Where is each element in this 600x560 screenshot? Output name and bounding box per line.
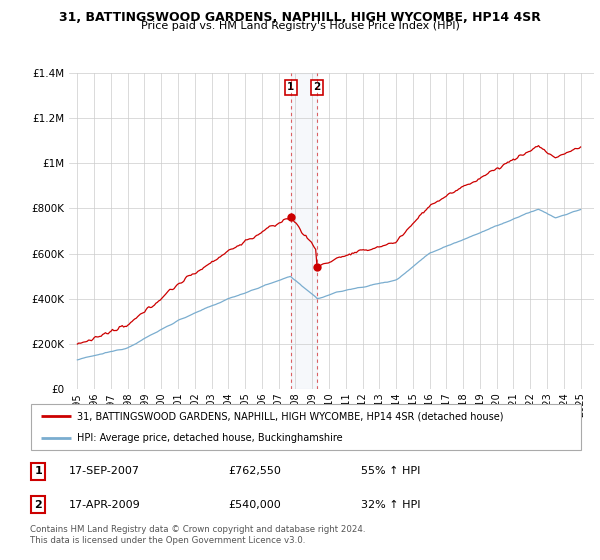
Text: 31, BATTINGSWOOD GARDENS, NAPHILL, HIGH WYCOMBE, HP14 4SR (detached house): 31, BATTINGSWOOD GARDENS, NAPHILL, HIGH … <box>77 411 503 421</box>
Text: 2: 2 <box>34 500 42 510</box>
Text: £762,550: £762,550 <box>229 466 281 476</box>
Text: 31, BATTINGSWOOD GARDENS, NAPHILL, HIGH WYCOMBE, HP14 4SR: 31, BATTINGSWOOD GARDENS, NAPHILL, HIGH … <box>59 11 541 24</box>
Text: 55% ↑ HPI: 55% ↑ HPI <box>361 466 421 476</box>
Text: 2: 2 <box>314 82 321 92</box>
Text: Price paid vs. HM Land Registry's House Price Index (HPI): Price paid vs. HM Land Registry's House … <box>140 21 460 31</box>
Bar <box>291 73 317 389</box>
Text: 32% ↑ HPI: 32% ↑ HPI <box>361 500 421 510</box>
Text: £540,000: £540,000 <box>229 500 281 510</box>
Text: Contains HM Land Registry data © Crown copyright and database right 2024.
This d: Contains HM Land Registry data © Crown c… <box>30 525 365 545</box>
Text: 1: 1 <box>34 466 42 476</box>
Text: 17-SEP-2007: 17-SEP-2007 <box>68 466 140 476</box>
Text: HPI: Average price, detached house, Buckinghamshire: HPI: Average price, detached house, Buck… <box>77 433 343 443</box>
Text: 1: 1 <box>287 82 295 92</box>
FancyBboxPatch shape <box>31 404 581 450</box>
Text: 17-APR-2009: 17-APR-2009 <box>68 500 140 510</box>
